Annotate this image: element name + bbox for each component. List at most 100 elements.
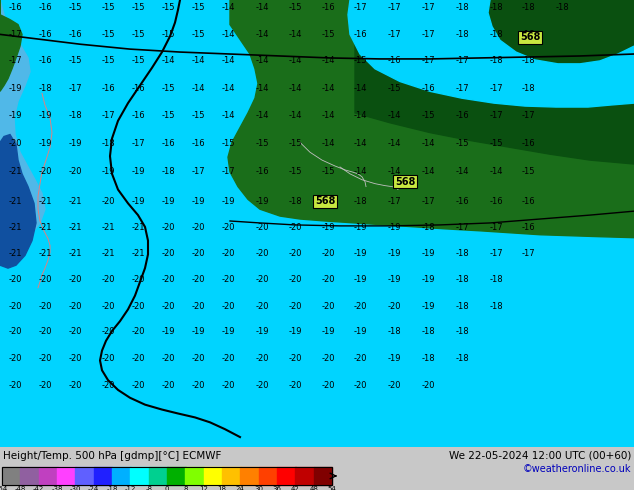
Text: -18: -18 xyxy=(521,84,535,93)
Text: -15: -15 xyxy=(131,30,145,39)
Text: -21: -21 xyxy=(8,168,22,176)
Text: -18: -18 xyxy=(521,30,535,39)
Text: -20: -20 xyxy=(387,381,401,390)
Text: -14: -14 xyxy=(288,56,302,65)
Text: -17: -17 xyxy=(68,84,82,93)
Text: -20: -20 xyxy=(321,249,335,258)
Bar xyxy=(277,467,296,485)
Text: -19: -19 xyxy=(353,275,366,284)
Text: -19: -19 xyxy=(38,111,52,121)
Text: -15: -15 xyxy=(101,3,115,12)
Text: -21: -21 xyxy=(101,249,115,258)
Text: -17: -17 xyxy=(521,249,535,258)
Text: -18: -18 xyxy=(421,327,435,337)
Text: -16: -16 xyxy=(521,223,535,232)
Text: -19: -19 xyxy=(131,168,145,176)
Text: -16: -16 xyxy=(191,139,205,148)
Text: -20: -20 xyxy=(68,381,82,390)
Text: -17: -17 xyxy=(191,168,205,176)
Text: -14: -14 xyxy=(353,84,366,93)
Text: -20: -20 xyxy=(321,302,335,311)
Text: -30: -30 xyxy=(70,487,81,490)
Text: -15: -15 xyxy=(131,3,145,12)
Text: 18: 18 xyxy=(217,487,226,490)
Text: -16: -16 xyxy=(38,56,52,65)
Text: -17: -17 xyxy=(489,111,503,121)
Text: -19: -19 xyxy=(8,84,22,93)
Text: 568: 568 xyxy=(395,177,415,187)
Text: -19: -19 xyxy=(353,249,366,258)
Text: -20: -20 xyxy=(191,302,205,311)
Text: -14: -14 xyxy=(256,111,269,121)
Text: -18: -18 xyxy=(387,327,401,337)
Text: 568: 568 xyxy=(315,196,335,206)
Text: -20: -20 xyxy=(221,223,235,232)
Text: -19: -19 xyxy=(353,327,366,337)
Text: -16: -16 xyxy=(38,30,52,39)
Text: -48: -48 xyxy=(15,487,26,490)
Text: -20: -20 xyxy=(38,302,52,311)
Text: -54: -54 xyxy=(0,487,8,490)
Text: -20: -20 xyxy=(68,168,82,176)
Text: -18: -18 xyxy=(521,3,535,12)
Text: -20: -20 xyxy=(421,381,435,390)
Text: -20: -20 xyxy=(288,381,302,390)
Text: -20: -20 xyxy=(8,327,22,337)
Text: -15: -15 xyxy=(101,30,115,39)
Text: -20: -20 xyxy=(191,223,205,232)
Text: -14: -14 xyxy=(191,56,205,65)
Text: -20: -20 xyxy=(191,354,205,363)
Bar xyxy=(185,467,204,485)
Text: -16: -16 xyxy=(321,3,335,12)
Text: -15: -15 xyxy=(288,168,302,176)
Text: -16: -16 xyxy=(8,3,22,12)
Text: -17: -17 xyxy=(353,3,367,12)
Polygon shape xyxy=(0,0,45,250)
Text: -15: -15 xyxy=(161,111,175,121)
Text: 568: 568 xyxy=(520,32,540,42)
Text: -20: -20 xyxy=(131,302,145,311)
Text: -19: -19 xyxy=(421,249,435,258)
Text: -20: -20 xyxy=(68,327,82,337)
Text: -19: -19 xyxy=(8,111,22,121)
Text: -14: -14 xyxy=(221,84,235,93)
Text: -20: -20 xyxy=(221,381,235,390)
Text: -20: -20 xyxy=(8,302,22,311)
Text: -18: -18 xyxy=(353,197,367,206)
Bar xyxy=(240,467,259,485)
Text: -14: -14 xyxy=(353,139,366,148)
Text: -20: -20 xyxy=(161,223,175,232)
Text: -14: -14 xyxy=(321,56,335,65)
Text: 36: 36 xyxy=(273,487,281,490)
Text: -17: -17 xyxy=(8,56,22,65)
Text: -20: -20 xyxy=(38,381,52,390)
Text: -16: -16 xyxy=(101,84,115,93)
Text: -14: -14 xyxy=(288,30,302,39)
Text: -16: -16 xyxy=(421,84,435,93)
Text: -18: -18 xyxy=(38,84,52,93)
Text: -16: -16 xyxy=(521,139,535,148)
Text: -14: -14 xyxy=(288,111,302,121)
Text: -20: -20 xyxy=(288,223,302,232)
Text: -18: -18 xyxy=(455,3,469,12)
Text: -20: -20 xyxy=(131,354,145,363)
Text: -17: -17 xyxy=(521,111,535,121)
Text: -20: -20 xyxy=(131,381,145,390)
Text: -20: -20 xyxy=(131,327,145,337)
Text: -20: -20 xyxy=(288,249,302,258)
Text: -16: -16 xyxy=(489,197,503,206)
Bar xyxy=(222,467,241,485)
Text: -14: -14 xyxy=(256,84,269,93)
Text: -20: -20 xyxy=(8,275,22,284)
Text: -21: -21 xyxy=(38,223,52,232)
Text: -20: -20 xyxy=(8,139,22,148)
Text: 12: 12 xyxy=(199,487,208,490)
Polygon shape xyxy=(355,0,634,164)
Text: -18: -18 xyxy=(421,223,435,232)
Text: -17: -17 xyxy=(489,84,503,93)
Bar xyxy=(75,467,94,485)
Text: -19: -19 xyxy=(38,139,52,148)
Text: -20: -20 xyxy=(8,354,22,363)
Text: -15: -15 xyxy=(191,3,205,12)
Text: -15: -15 xyxy=(353,56,366,65)
